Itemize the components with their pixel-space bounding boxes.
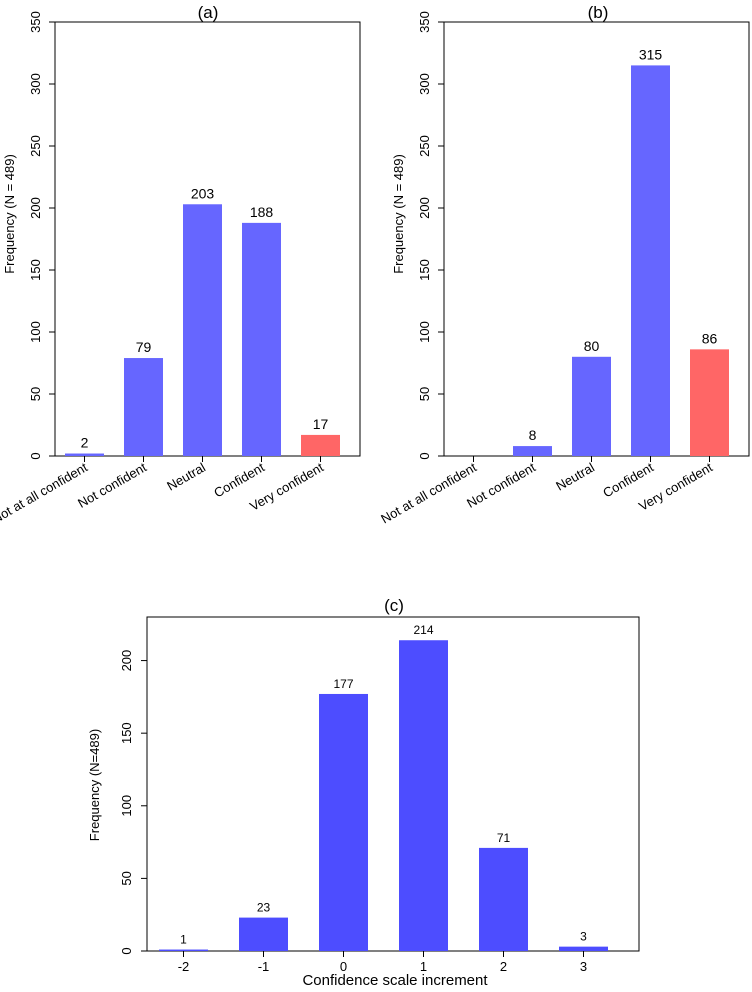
panel-a-data-label: 203 bbox=[191, 185, 215, 201]
panel-a-bar bbox=[242, 222, 281, 456]
panel-b-ytick-label: 250 bbox=[417, 135, 432, 157]
panel-a-ytick-label: 100 bbox=[28, 321, 43, 343]
panel-b-ylabel: Frequency (N = 489) bbox=[391, 154, 406, 274]
panel-a-data-label: 17 bbox=[313, 416, 329, 432]
panel-c-data-label: 23 bbox=[257, 901, 271, 915]
panel-c-data-label: 71 bbox=[497, 831, 511, 845]
panel-c-frame bbox=[146, 616, 640, 952]
panel-a: (a) Frequency (N = 489) 0 50 100 150 200 250 3… bbox=[0, 3, 361, 526]
panel-b-ytick-label: 0 bbox=[417, 452, 432, 459]
panel-c-category-label: 1 bbox=[420, 959, 427, 974]
panel-c-ytick-label: 0 bbox=[119, 947, 134, 954]
panel-a-ylabel: Frequency (N = 489) bbox=[2, 154, 17, 274]
panel-c-data-label: 1 bbox=[180, 933, 187, 947]
panel-a-ytick-label: 300 bbox=[28, 73, 43, 95]
panel-c-category-label: -2 bbox=[178, 959, 190, 974]
panel-a-data-label: 79 bbox=[136, 339, 152, 355]
panel-b-data-label: 80 bbox=[584, 338, 600, 354]
panel-c-bar bbox=[239, 917, 288, 951]
panel-c-ytick-label: 100 bbox=[119, 795, 134, 817]
panel-c: (c) Frequency (N=489) Confidence scale i… bbox=[87, 596, 640, 989]
panel-c-category-label: 3 bbox=[580, 959, 587, 974]
panel-c-ylabel: Frequency (N=489) bbox=[87, 729, 102, 841]
panel-b-ytick-label: 200 bbox=[417, 197, 432, 219]
panel-b-ytick-label: 50 bbox=[417, 387, 432, 401]
panel-a-data-label: 188 bbox=[250, 204, 274, 220]
panel-b-ytick-label: 350 bbox=[417, 11, 432, 33]
panel-a-ytick-label: 0 bbox=[28, 452, 43, 459]
panel-b-data-label: 86 bbox=[702, 330, 718, 346]
panel-c-category-label: -1 bbox=[258, 959, 270, 974]
panel-c-ytick-label: 200 bbox=[119, 650, 134, 672]
panel-a-category-label: Not at all confident bbox=[0, 459, 90, 526]
panel-a-category-label: Neutral bbox=[164, 460, 208, 494]
panel-c-data-label: 177 bbox=[333, 677, 353, 691]
panel-c-xlabel: Confidence scale increment bbox=[302, 972, 488, 989]
panel-c-ytick-label: 150 bbox=[119, 722, 134, 744]
panel-c-bar bbox=[159, 949, 208, 951]
panel-b-ytick-label: 300 bbox=[417, 73, 432, 95]
panel-a-ytick-label: 350 bbox=[28, 11, 43, 33]
panel-b-bar bbox=[690, 349, 729, 456]
panel-a-ytick-label: 150 bbox=[28, 259, 43, 281]
panel-b-category-label: Not at all confident bbox=[378, 459, 479, 526]
panel-b-category-label: Neutral bbox=[553, 460, 597, 494]
panel-c-data-label: 3 bbox=[580, 930, 587, 944]
panel-b-data-label: 8 bbox=[529, 427, 537, 443]
panel-b-bar bbox=[631, 65, 670, 457]
panel-c-data-label: 214 bbox=[413, 623, 433, 637]
panel-c-bar bbox=[399, 640, 448, 951]
panel-c-ytick-label: 50 bbox=[119, 871, 134, 885]
panel-a-bar bbox=[183, 204, 222, 456]
panel-a-bar bbox=[65, 453, 104, 456]
panel-b: (b) Frequency (N = 489) 0 50 100 150 200 250 3… bbox=[378, 3, 750, 526]
panel-c-category-label: 0 bbox=[340, 959, 347, 974]
panel-c-title: (c) bbox=[384, 596, 404, 615]
panel-b-data-label: 315 bbox=[639, 46, 663, 62]
panel-c-bar bbox=[559, 946, 608, 951]
panel-b-bar bbox=[513, 446, 552, 456]
panel-a-bar bbox=[124, 358, 163, 456]
panel-c-bar bbox=[479, 847, 528, 951]
panel-b-bar bbox=[572, 356, 611, 456]
panel-a-title: (a) bbox=[198, 3, 219, 22]
panel-b-ytick-label: 150 bbox=[417, 259, 432, 281]
panel-c-category-label: 2 bbox=[500, 959, 507, 974]
panel-b-title: (b) bbox=[588, 3, 609, 22]
panel-a-bar bbox=[301, 434, 340, 456]
panel-b-ytick-label: 100 bbox=[417, 321, 432, 343]
panel-c-bar bbox=[319, 693, 368, 951]
panel-a-ytick-label: 200 bbox=[28, 197, 43, 219]
panel-a-data-label: 2 bbox=[81, 435, 89, 451]
panel-a-ytick-label: 50 bbox=[28, 387, 43, 401]
panel-a-ytick-label: 250 bbox=[28, 135, 43, 157]
